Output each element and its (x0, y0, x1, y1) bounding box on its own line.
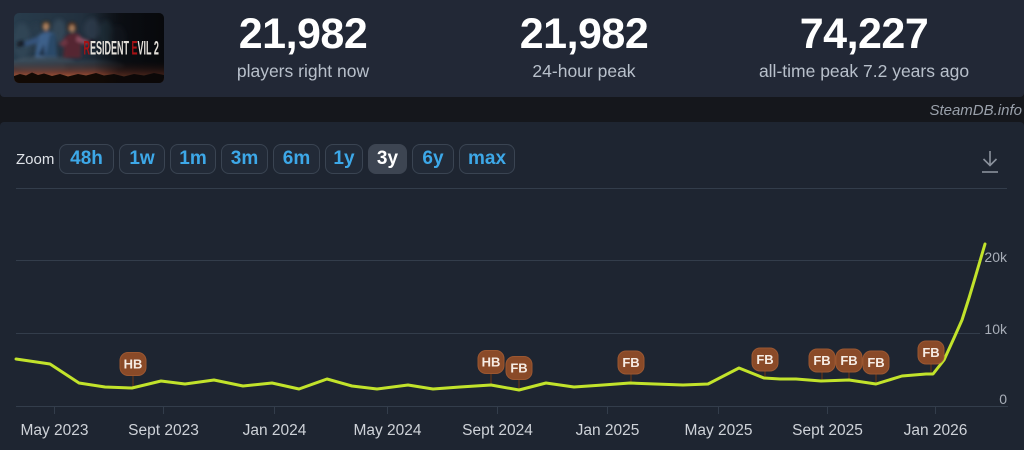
svg-text:Jan 2025: Jan 2025 (576, 422, 640, 439)
svg-text:Jan 2024: Jan 2024 (243, 422, 307, 439)
svg-text:Jan 2026: Jan 2026 (904, 422, 968, 439)
svg-text:RESIDENT EVIL 2: RESIDENT EVIL 2 (84, 38, 159, 60)
svg-text:Sept 2024: Sept 2024 (462, 422, 533, 439)
svg-text:May 2025: May 2025 (684, 422, 752, 439)
svg-text:May 2023: May 2023 (20, 422, 88, 439)
svg-text:FB: FB (510, 361, 527, 376)
svg-text:FB: FB (922, 345, 939, 360)
svg-text:20k: 20k (984, 249, 1008, 265)
svg-text:10k: 10k (984, 321, 1008, 337)
svg-text:Sept 2023: Sept 2023 (128, 422, 199, 439)
svg-text:Sept 2025: Sept 2025 (792, 422, 863, 439)
svg-text:FB: FB (622, 355, 639, 370)
svg-text:FB: FB (840, 353, 857, 368)
svg-text:HB: HB (482, 355, 501, 370)
svg-text:FB: FB (813, 353, 830, 368)
svg-text:FB: FB (867, 355, 884, 370)
svg-text:0: 0 (999, 391, 1007, 407)
svg-text:FB: FB (756, 352, 773, 367)
svg-text:May 2024: May 2024 (353, 422, 421, 439)
svg-text:HB: HB (124, 357, 143, 372)
